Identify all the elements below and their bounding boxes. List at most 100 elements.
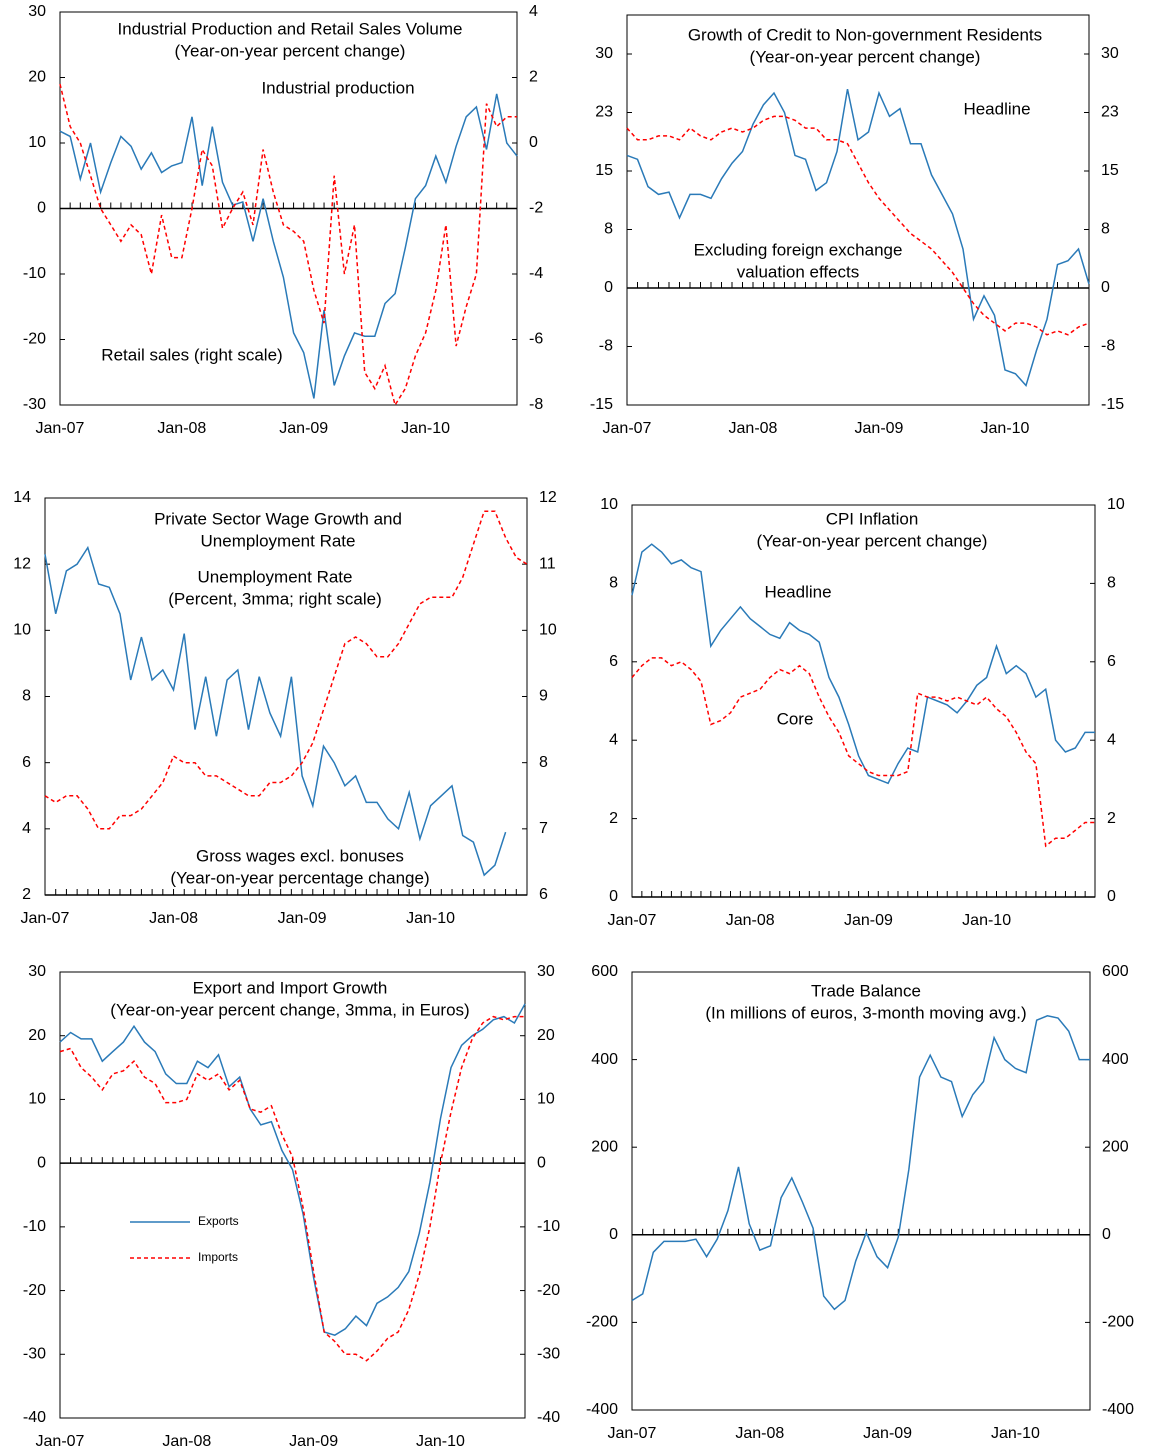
y2-tick-label: -200	[1102, 1314, 1134, 1331]
x-tick-label: Jan-10	[406, 910, 455, 927]
x-tick-label: Jan-07	[603, 420, 652, 437]
y2-tick-label: 7	[539, 820, 548, 837]
y2-tick-label: 8	[539, 754, 548, 771]
y2-tick-label: -20	[537, 1282, 560, 1299]
x-tick-label: Jan-10	[991, 1425, 1040, 1442]
data-line	[59, 1003, 526, 1337]
chart-title: CPI Inflation	[826, 509, 919, 528]
y2-tick-label: -30	[537, 1346, 560, 1363]
y-tick-label: 30	[595, 45, 613, 62]
annotation: (Year-on-year percentage change)	[170, 868, 429, 887]
chart-title: (Year-on-year percent change)	[757, 531, 988, 550]
y-tick-label: 0	[604, 279, 613, 296]
y2-tick-label: 10	[537, 1091, 555, 1108]
chart-title: (Year-on-year percent change)	[175, 41, 406, 60]
x-tick-label: Jan-08	[149, 910, 198, 927]
annotation: Gross wages excl. bonuses	[196, 846, 404, 865]
y2-tick-label: 0	[1101, 279, 1110, 296]
y-tick-label: 10	[28, 134, 46, 151]
y2-tick-label: 2	[529, 69, 538, 86]
y-tick-label: 12	[13, 555, 31, 572]
x-tick-label: Jan-09	[289, 1433, 338, 1450]
chart-title: Industrial Production and Retail Sales V…	[118, 19, 463, 38]
y2-tick-label: 600	[1102, 963, 1129, 980]
plot-frame	[631, 504, 1096, 898]
data-line	[631, 543, 1095, 785]
plot-frame	[631, 971, 1091, 1411]
x-tick-label: Jan-09	[855, 420, 904, 437]
x-tick-label: Jan-07	[36, 1433, 85, 1450]
x-tick-label: Jan-09	[863, 1425, 912, 1442]
y2-tick-label: -400	[1102, 1401, 1134, 1418]
plot-frame	[626, 14, 1090, 406]
y2-tick-label: 6	[1107, 653, 1116, 670]
chart-title: Trade Balance	[811, 981, 921, 1000]
y-tick-label: -10	[23, 265, 46, 282]
plot-frame	[59, 971, 526, 1419]
y-tick-label: 0	[609, 888, 618, 905]
x-tick-label: Jan-09	[278, 910, 327, 927]
legend-label: Exports	[198, 1214, 239, 1228]
y-tick-label: 14	[13, 489, 31, 506]
y-tick-label: 0	[609, 1226, 618, 1243]
x-tick-label: Jan-08	[729, 420, 778, 437]
x-tick-label: Jan-07	[21, 910, 70, 927]
y-tick-label: 400	[591, 1051, 618, 1068]
y-tick-label: 2	[22, 886, 31, 903]
y-tick-label: 23	[595, 104, 613, 121]
annotation: Excluding foreign exchange	[694, 240, 903, 259]
y-tick-label: 6	[22, 754, 31, 771]
chart-title: Growth of Credit to Non-government Resid…	[688, 25, 1042, 44]
x-tick-label: Jan-08	[726, 912, 775, 929]
y-tick-label: 4	[609, 731, 618, 748]
y2-tick-label: -8	[529, 396, 543, 413]
y2-tick-label: 8	[1107, 575, 1116, 592]
data-line	[626, 115, 1090, 336]
annotation: Core	[777, 709, 814, 728]
y-tick-label: 30	[28, 3, 46, 20]
y2-tick-label: 0	[1102, 1226, 1111, 1243]
y-tick-label: 0	[37, 200, 46, 217]
y-tick-label: 10	[13, 622, 31, 639]
y-tick-label: -30	[23, 396, 46, 413]
chart-title: Private Sector Wage Growth and	[154, 509, 402, 528]
y2-tick-label: 4	[1107, 731, 1116, 748]
y2-tick-label: 0	[537, 1154, 546, 1171]
annotation: Unemployment Rate	[198, 567, 353, 586]
y-tick-label: -10	[23, 1218, 46, 1235]
chart-title: Unemployment Rate	[201, 531, 356, 550]
legend-label: Imports	[198, 1250, 238, 1264]
y-tick-label: 2	[609, 810, 618, 827]
y2-tick-label: 20	[537, 1027, 555, 1044]
y2-tick-label: 8	[1101, 221, 1110, 238]
y2-tick-label: 2	[1107, 810, 1116, 827]
y2-tick-label: -2	[529, 200, 543, 217]
annotation: Retail sales (right scale)	[101, 345, 282, 364]
y2-tick-label: 30	[1101, 45, 1119, 62]
y-tick-label: 10	[28, 1091, 46, 1108]
y2-tick-label: -15	[1101, 396, 1124, 413]
x-tick-label: Jan-10	[416, 1433, 465, 1450]
x-tick-label: Jan-10	[401, 420, 450, 437]
y-tick-label: -40	[23, 1409, 46, 1426]
x-tick-label: Jan-09	[279, 420, 328, 437]
y-tick-label: 20	[28, 1027, 46, 1044]
y2-tick-label: 11	[539, 555, 556, 572]
y2-tick-label: 200	[1102, 1138, 1129, 1155]
y-tick-label: 8	[22, 688, 31, 705]
y2-tick-label: 23	[1101, 104, 1119, 121]
y2-tick-label: 4	[529, 3, 538, 20]
x-tick-label: Jan-07	[608, 1425, 657, 1442]
x-tick-label: Jan-10	[981, 420, 1030, 437]
y-tick-label: 6	[609, 653, 618, 670]
y2-tick-label: 0	[529, 134, 538, 151]
y2-tick-label: -40	[537, 1409, 560, 1426]
annotation: Headline	[963, 99, 1030, 118]
annotation: Headline	[764, 582, 831, 601]
data-line	[59, 93, 518, 399]
y2-tick-label: 400	[1102, 1051, 1129, 1068]
x-tick-label: Jan-07	[36, 420, 85, 437]
y2-tick-label: -10	[537, 1218, 560, 1235]
y-tick-label: -400	[586, 1401, 618, 1418]
